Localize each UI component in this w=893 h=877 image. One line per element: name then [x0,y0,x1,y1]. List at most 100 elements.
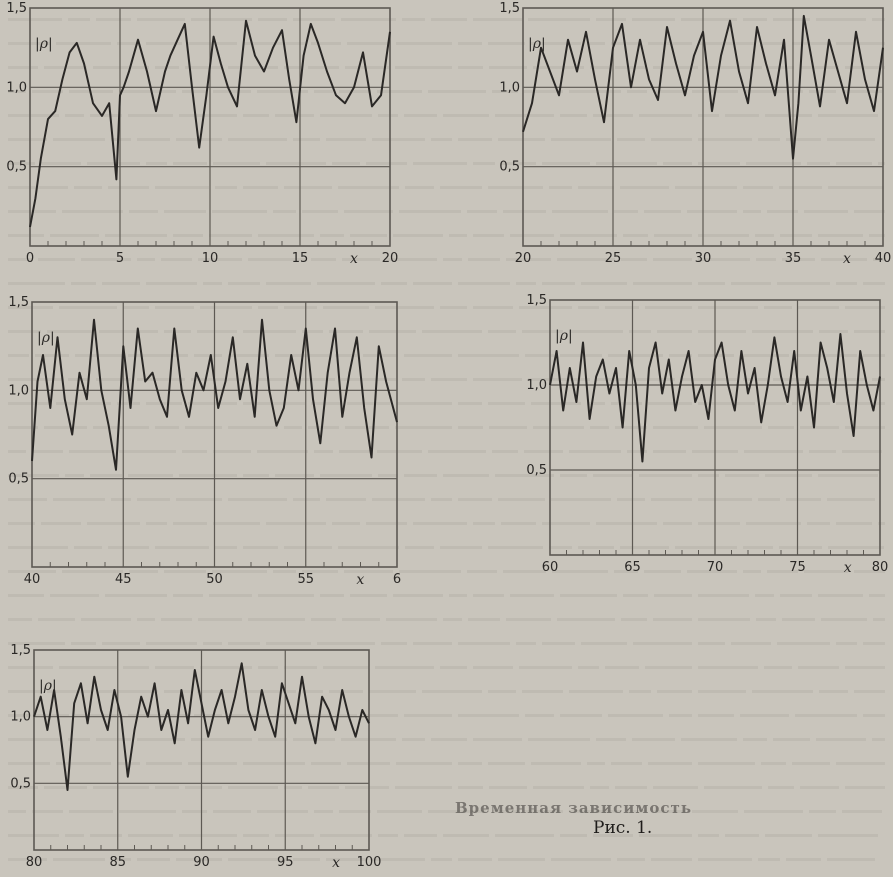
bleed-through-line [164,690,191,693]
bleed-through-line [399,570,461,573]
bleed-through-line [698,714,734,717]
bleed-through-line [248,258,305,261]
bleed-through-line [32,90,63,93]
bleed-through-line [155,306,194,309]
bleed-through-line [552,210,608,213]
bleed-through-line [108,186,149,189]
bleed-through-line [560,234,617,237]
bleed-through-line [111,498,131,501]
bleed-through-line [443,474,489,477]
figure-caption: Рис. 1. [593,818,653,838]
bleed-through-line [653,258,692,261]
bleed-through-line [795,354,857,357]
bleed-through-line [8,594,44,597]
bleed-through-line [335,714,357,717]
bleed-through-line [56,42,111,45]
bleed-through-line [782,618,815,621]
bleed-through-line [228,498,287,501]
bleed-through-line [845,666,885,669]
bleed-through-line [273,210,296,213]
bleed-through-line [215,186,237,189]
y-tick-label: 0,5 [6,160,27,175]
chart-panel-4: 60 65 70 75 80 0,5 1,0 1,5 |ρ| x [522,265,892,592]
bleed-through-line [768,786,794,789]
bleed-through-line [47,330,93,333]
bleed-through-line [473,594,504,597]
bleed-through-line [243,402,305,405]
bleed-through-line [311,258,336,261]
bleed-through-line [8,858,47,861]
bleed-through-line [596,18,626,21]
bleed-through-line [8,810,26,813]
bleed-through-line [347,402,390,405]
bleed-through-line [317,642,375,645]
bleed-through-line [755,234,774,237]
bleed-through-line [332,162,360,165]
bleed-through-line [99,690,158,693]
bleed-through-line [809,450,836,453]
bleed-through-line [191,18,252,21]
bleed-through-line [443,618,462,621]
bleed-through-line [378,474,398,477]
bleed-through-line [587,762,605,765]
bleed-through-line [266,282,311,285]
bleed-through-line [386,258,437,261]
bleed-through-line [194,354,222,357]
bleed-through-line [405,186,434,189]
bleed-through-line [698,258,750,261]
bleed-through-line [341,378,396,381]
bleed-through-line [71,642,96,645]
y-axis-label: |ρ| [39,678,57,694]
bleed-through-line [431,18,467,21]
bleed-through-line [422,330,482,333]
y-tick-label: 0,5 [8,472,29,487]
bleed-through-line [786,138,821,141]
bleed-through-line [128,114,173,117]
bleed-through-line [65,834,84,837]
x-tick-label: 70 [707,560,724,575]
bleed-through-line [593,474,633,477]
bleed-through-line [653,786,698,789]
bleed-through-line [587,402,605,405]
bleed-through-line [458,762,482,765]
bleed-through-line [782,258,815,261]
bleed-through-line [302,570,338,573]
bleed-through-line [698,474,719,477]
bleed-through-line [698,402,755,405]
bleed-through-line [818,834,878,837]
bleed-through-line [215,546,237,549]
bleed-through-line [498,498,545,501]
bleed-through-line [692,810,738,813]
bleed-through-line [404,474,437,477]
bleed-through-line [827,138,875,141]
bleed-through-line [818,594,863,597]
bleed-through-line [378,834,398,837]
section-title: Временная зависимость [455,799,693,817]
bleed-through-line [155,186,209,189]
bleed-through-line [275,834,314,837]
bleed-through-line [405,546,434,549]
bleed-through-line [194,714,222,717]
bleed-through-line [468,258,500,261]
bleed-through-line [258,378,287,381]
bleed-through-line [632,738,675,741]
bleed-through-line [533,66,584,69]
bleed-through-line [614,570,638,573]
bleed-through-line [74,546,102,549]
bleed-through-line [164,330,191,333]
bleed-through-line [473,738,522,741]
bleed-through-line [317,282,375,285]
bleed-through-line [173,522,207,525]
bleed-through-line [596,378,626,381]
bleed-through-line [525,714,554,717]
bleed-through-line [608,714,663,717]
chart-svg: 60 65 70 75 80 0,5 1,0 1,5 |ρ| x [526,293,888,576]
bleed-through-line [560,474,587,477]
bleed-through-line [228,282,260,285]
bleed-through-line [293,378,335,381]
bleed-through-line [248,618,305,621]
bleed-through-line [488,42,525,45]
bleed-through-line [578,186,614,189]
bleed-through-line [375,666,434,669]
y-axis-label: |ρ| [35,36,53,52]
